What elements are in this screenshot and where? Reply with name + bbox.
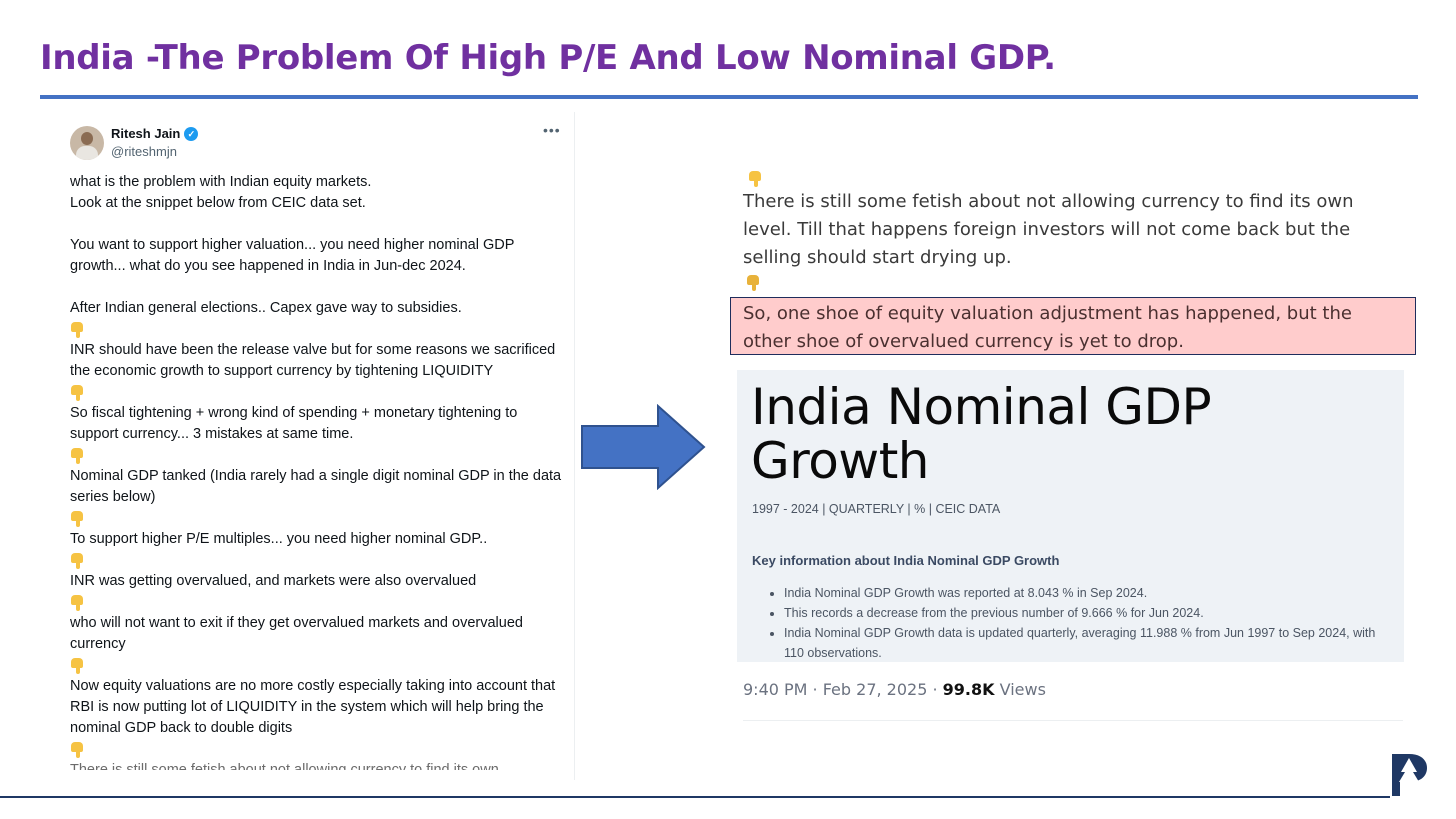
tweet-line: Look at the snippet below from CEIC data…: [70, 195, 366, 211]
thumbs-down-icon: [70, 445, 84, 466]
tweet-timestamp[interactable]: 9:40 PM · Feb 27, 2025 ·: [743, 680, 943, 699]
ceic-key-heading: Key information about India Nominal GDP …: [752, 553, 1060, 568]
thumbs-down-icon: [70, 550, 84, 571]
tweet-line-cutoff: There is still some fetish about not all…: [70, 762, 499, 770]
thumbs-down-icon: [70, 592, 84, 613]
list-item: This records a decrease from the previou…: [784, 603, 1394, 623]
thumbs-down-icon: [70, 739, 84, 760]
thumbs-down-icon: [748, 168, 762, 189]
avatar[interactable]: [70, 126, 104, 160]
tweet-card: Ritesh Jain ✓ @riteshmjn ••• what is the…: [40, 112, 575, 780]
tweet-line: You want to support higher valuation... …: [70, 237, 515, 274]
tweet-line: INR should have been the release valve b…: [70, 342, 556, 379]
tweet-line: what is the problem with Indian equity m…: [70, 174, 372, 190]
footer-rule: [0, 796, 1390, 798]
thumbs-down-icon: [70, 655, 84, 676]
more-options-icon[interactable]: •••: [543, 122, 561, 138]
tweet-meta: 9:40 PM · Feb 27, 2025 · 99.8K Views: [743, 680, 1046, 699]
snippet-text: There is still some fetish about not all…: [743, 191, 1354, 268]
highlight-text: So, one shoe of equity valuation adjustm…: [743, 303, 1352, 352]
tweet-line: To support higher P/E multiples... you n…: [70, 531, 488, 547]
tweet-line: Now equity valuations are no more costly…: [70, 678, 556, 736]
slide-title: India -The Problem Of High P/E And Low N…: [40, 38, 1056, 78]
tweet-line: INR was getting overvalued, and markets …: [70, 573, 477, 589]
tweet-line: So fiscal tightening + wrong kind of spe…: [70, 405, 518, 442]
tweet-line: After Indian general elections.. Capex g…: [70, 300, 462, 316]
ceic-title: India Nominal GDP Growth: [751, 378, 1212, 490]
list-item: India Nominal GDP Growth was reported at…: [784, 583, 1394, 603]
author-name[interactable]: Ritesh Jain ✓: [111, 126, 199, 141]
tweet-line: Nominal GDP tanked (India rarely had a s…: [70, 468, 562, 505]
brand-logo-icon: [1392, 754, 1427, 796]
thumbs-down-icon: [746, 272, 760, 293]
author-handle[interactable]: @riteshmjn: [111, 144, 177, 159]
thumbs-down-icon: [70, 382, 84, 403]
highlight-box: So, one shoe of equity valuation adjustm…: [730, 297, 1416, 355]
title-underline: [40, 95, 1418, 99]
verified-icon: ✓: [184, 126, 199, 141]
ceic-subtitle: 1997 - 2024 | QUARTERLY | % | CEIC DATA: [752, 502, 1001, 516]
right-arrow-icon: [581, 404, 706, 490]
divider: [743, 720, 1403, 721]
thumbs-down-icon: [70, 319, 84, 340]
tweet-line: who will not want to exit if they get ov…: [70, 615, 523, 652]
author-name-text: Ritesh Jain: [111, 126, 181, 141]
tweet-text: what is the problem with Indian equity m…: [70, 172, 565, 770]
views-count: 99.8K: [942, 680, 995, 699]
views-label: Views: [994, 680, 1046, 699]
thumbs-down-icon: [70, 508, 84, 529]
ceic-panel: India Nominal GDP Growth 1997 - 2024 | Q…: [737, 370, 1404, 662]
list-item: India Nominal GDP Growth data is updated…: [784, 623, 1394, 663]
ceic-bullet-list: India Nominal GDP Growth was reported at…: [769, 583, 1394, 663]
